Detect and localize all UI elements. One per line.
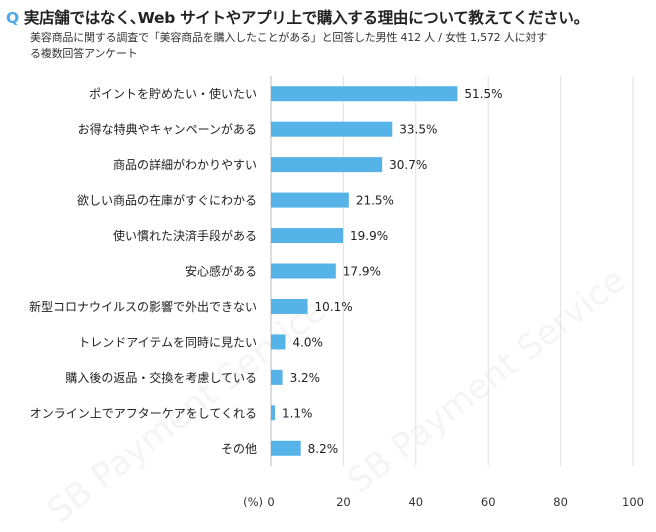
category-label: 欲しい商品の在庫がすぐにわかる bbox=[77, 193, 257, 208]
value-label: 3.2% bbox=[290, 371, 321, 385]
chart-subtitle: 美容商品に関する調査で「美容商品を購入したことがある」と回答した男性 412 人… bbox=[30, 30, 650, 62]
bar bbox=[271, 298, 308, 314]
value-label: 17.9% bbox=[343, 265, 381, 279]
category-label: 使い慣れた決済手段がある bbox=[113, 228, 257, 243]
chart-title: Q 実店舗ではなく､Web サイトやアプリ上で購入する理由について教えてください。 bbox=[6, 6, 654, 28]
x-axis-unit-label: (%) bbox=[243, 495, 263, 509]
bar bbox=[271, 334, 286, 350]
category-label: トレンドアイテムを同時に見たい bbox=[78, 335, 257, 349]
category-label: 安心感がある bbox=[185, 264, 257, 279]
value-label: 51.5% bbox=[464, 87, 502, 101]
value-label: 19.9% bbox=[350, 229, 388, 243]
question-mark: Q bbox=[6, 9, 19, 27]
category-label: その他 bbox=[221, 442, 257, 456]
bar bbox=[271, 263, 336, 279]
value-label: 10.1% bbox=[315, 300, 353, 314]
x-tick-label: 80 bbox=[553, 495, 568, 509]
value-label: 21.5% bbox=[356, 194, 394, 208]
category-label: ポイントを貯めたい・使いたい bbox=[89, 86, 257, 101]
x-tick-label: 0 bbox=[267, 495, 274, 509]
category-label: お得な特典やキャンペーンがある bbox=[78, 122, 257, 137]
bar bbox=[271, 228, 344, 244]
x-tick-label: 60 bbox=[481, 495, 496, 509]
bar bbox=[271, 121, 393, 137]
x-tick-label: 20 bbox=[336, 495, 351, 509]
category-label: オンライン上でアフターケアをしてくれる bbox=[30, 406, 257, 420]
category-label: 商品の詳細がわかりやすい bbox=[113, 157, 257, 172]
value-label: 1.1% bbox=[282, 406, 313, 420]
title-text: 実店舗ではなく､Web サイトやアプリ上で購入する理由について教えてください。 bbox=[23, 9, 589, 27]
x-tick-label: 40 bbox=[408, 495, 423, 509]
bar bbox=[271, 157, 383, 173]
category-label: 新型コロナウイルスの影響で外出できない bbox=[29, 299, 257, 314]
bar bbox=[271, 369, 283, 385]
value-label: 8.2% bbox=[308, 442, 339, 456]
category-label: 購入後の返品・交換を考慮している bbox=[65, 370, 257, 385]
bar bbox=[271, 405, 275, 421]
x-tick-label: 100 bbox=[622, 495, 644, 509]
bar bbox=[271, 86, 458, 102]
value-label: 33.5% bbox=[399, 123, 437, 137]
value-label: 30.7% bbox=[389, 158, 427, 172]
subtitle-line-2: る複数回答アンケート bbox=[30, 47, 138, 60]
subtitle-line-1: 美容商品に関する調査で「美容商品を購入したことがある」と回答した男性 412 人… bbox=[30, 31, 547, 44]
value-label: 4.0% bbox=[292, 335, 323, 349]
bar bbox=[271, 192, 349, 208]
bar-chart: ポイントを貯めたい・使いたい 51.5% お得な特典やキャンペーンがある 33.5% 商… bbox=[29, 76, 644, 509]
bar bbox=[271, 440, 301, 456]
